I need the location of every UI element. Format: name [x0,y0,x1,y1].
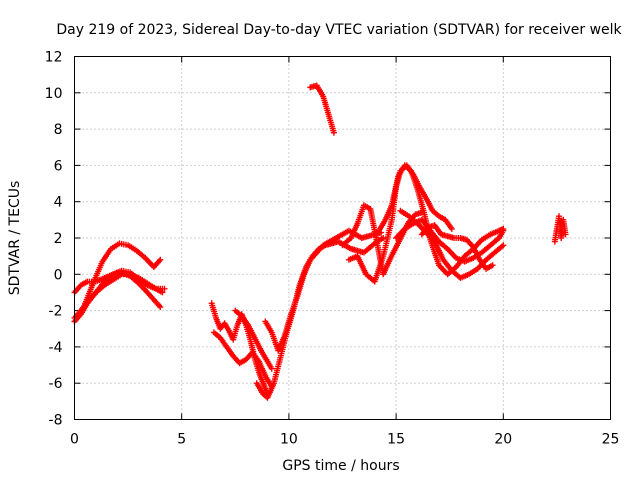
data-points [71,82,569,401]
x-tick-label: 25 [602,432,620,448]
data-point-markers [210,329,275,390]
series-arc-8 [253,235,387,401]
series-arc-14 [393,216,507,265]
plot-frame [74,56,611,420]
y-tick-label: 2 [54,231,63,247]
y-tick-label: 8 [54,122,63,138]
x-tick-label: 10 [280,432,298,448]
y-tick-label: 10 [45,86,63,102]
x-tick-labels: 0 5 10 15 20 25 [70,432,619,448]
data-point-markers [232,307,275,372]
series-arc-10 [307,82,337,136]
data-point-markers [253,235,387,401]
data-point-markers [551,213,569,245]
series-arc-17 [551,213,569,245]
y-tick-label: -4 [49,340,63,356]
data-point-markers [71,267,166,296]
y-tick-label: -2 [49,304,63,320]
series-arc-16 [418,222,496,272]
series-arc-7 [232,307,275,372]
y-tick-label: 6 [54,158,63,174]
x-tick-label: 5 [177,432,186,448]
chart-title: Day 219 of 2023, Sidereal Day-to-day VTE… [56,22,622,38]
x-tick-label: 0 [70,432,79,448]
data-point-markers [393,216,507,265]
data-point-markers [82,240,164,307]
data-point-markers [307,82,337,136]
y-axis-label: SDTVAR / TECUs [7,181,23,296]
x-tick-label: 20 [494,432,512,448]
y-tick-label: 12 [45,50,63,66]
series-arc-2 [71,267,166,296]
y-tick-label: -8 [49,413,63,429]
y-tick-label: -6 [49,376,63,392]
x-axis-label: GPS time / hours [282,458,399,474]
series-arc-4 [82,240,164,307]
y-tick-labels: -8 -6 -4 -2 0 2 4 6 8 10 12 [45,50,63,429]
y-tick-label: 4 [54,195,63,211]
data-point-markers [262,227,385,354]
x-tick-label: 15 [387,432,405,448]
y-tick-label: 0 [54,267,63,283]
series-arc-6 [210,329,275,390]
grid-lines [74,56,611,420]
data-point-markers [418,222,496,272]
series-arc-9 [262,227,385,354]
